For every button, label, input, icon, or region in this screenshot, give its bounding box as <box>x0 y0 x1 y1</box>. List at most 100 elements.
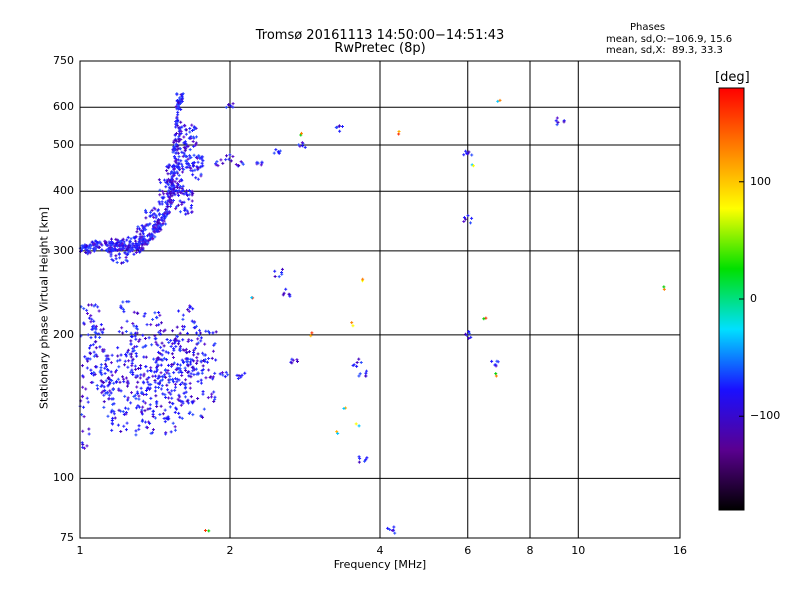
echo-point <box>386 526 390 530</box>
echo-point <box>199 172 203 176</box>
echo-point <box>295 358 299 362</box>
echo-point <box>201 368 205 372</box>
echo-point <box>110 249 114 253</box>
echo-point <box>116 377 120 381</box>
echo-point <box>130 359 134 363</box>
echo-point <box>104 364 108 368</box>
echo-point <box>107 250 111 254</box>
echo-point <box>191 128 195 132</box>
echo-point <box>178 346 182 350</box>
echo-point <box>213 342 217 346</box>
echo-point <box>121 244 125 248</box>
echo-point <box>123 363 127 367</box>
echo-point <box>178 179 182 183</box>
echo-point <box>87 346 91 350</box>
echo-point <box>147 232 151 236</box>
echo-point <box>182 167 186 171</box>
echo-point <box>131 247 135 251</box>
echo-point <box>184 369 188 373</box>
echo-point <box>99 328 103 332</box>
echo-point <box>121 300 125 304</box>
echo-point <box>110 428 114 432</box>
y-tick-label: 200 <box>53 327 74 341</box>
echo-point <box>116 423 120 427</box>
echo-point <box>203 342 207 346</box>
echo-point <box>81 429 85 433</box>
echo-point <box>159 329 163 333</box>
echo-point <box>93 335 97 339</box>
echo-point <box>144 365 148 369</box>
echo-point <box>334 125 338 129</box>
echo-point <box>171 363 175 367</box>
echo-point <box>142 314 146 318</box>
echo-point <box>83 246 87 250</box>
echo-point <box>181 324 185 328</box>
echo-point <box>158 193 162 197</box>
echo-point <box>161 222 165 226</box>
echo-point <box>95 354 99 358</box>
echo-point <box>207 356 211 360</box>
echo-point <box>157 385 161 389</box>
echo-point <box>101 349 105 353</box>
echo-point <box>184 378 188 382</box>
echo-point <box>482 317 486 321</box>
echo-point <box>467 331 471 335</box>
y-tick-label: 400 <box>53 184 74 198</box>
echo-point <box>94 340 98 344</box>
echo-point <box>199 359 203 363</box>
echo-point <box>218 372 222 376</box>
echo-point <box>211 375 215 379</box>
echo-point <box>153 219 157 223</box>
echo-point <box>189 206 193 210</box>
echo-point <box>170 178 174 182</box>
echo-point <box>196 341 200 345</box>
echo-point <box>177 161 181 165</box>
echo-point <box>99 379 103 383</box>
echo-point <box>299 131 303 135</box>
echo-point <box>170 342 174 346</box>
echo-point <box>357 357 361 361</box>
echo-point <box>169 338 173 342</box>
echo-point <box>155 227 159 231</box>
echo-point <box>190 210 194 214</box>
echo-point <box>278 149 282 153</box>
echo-point <box>467 330 471 334</box>
echo-point <box>498 98 502 102</box>
echo-point <box>86 246 90 250</box>
echo-point <box>175 170 179 174</box>
echo-point <box>114 243 118 247</box>
echo-point <box>188 410 192 414</box>
echo-point <box>137 237 141 241</box>
echo-point <box>151 233 155 237</box>
echo-point <box>142 226 146 230</box>
echo-point <box>126 348 130 352</box>
echo-point <box>132 349 136 353</box>
echo-point <box>175 407 179 411</box>
echo-point <box>141 232 145 236</box>
echo-point <box>97 309 101 313</box>
echo-point <box>134 429 138 433</box>
echo-point <box>170 194 174 198</box>
echo-point <box>139 364 143 368</box>
echo-point <box>159 345 163 349</box>
echo-point <box>148 403 152 407</box>
echo-point <box>119 239 123 243</box>
echo-point <box>166 205 170 209</box>
echo-point <box>183 140 187 144</box>
echo-point <box>555 116 559 120</box>
echo-point <box>137 424 141 428</box>
echo-point <box>188 148 192 152</box>
echo-point <box>165 383 169 387</box>
echo-point <box>214 358 218 362</box>
echo-point <box>129 342 133 346</box>
echo-point <box>182 145 186 149</box>
echo-point <box>166 363 170 367</box>
echo-point <box>234 163 238 167</box>
echo-point <box>137 394 141 398</box>
echo-point <box>87 432 91 436</box>
echo-point <box>129 331 133 335</box>
echo-point <box>176 158 180 162</box>
echo-point <box>164 396 168 400</box>
echo-point <box>94 346 98 350</box>
echo-point <box>152 225 156 229</box>
